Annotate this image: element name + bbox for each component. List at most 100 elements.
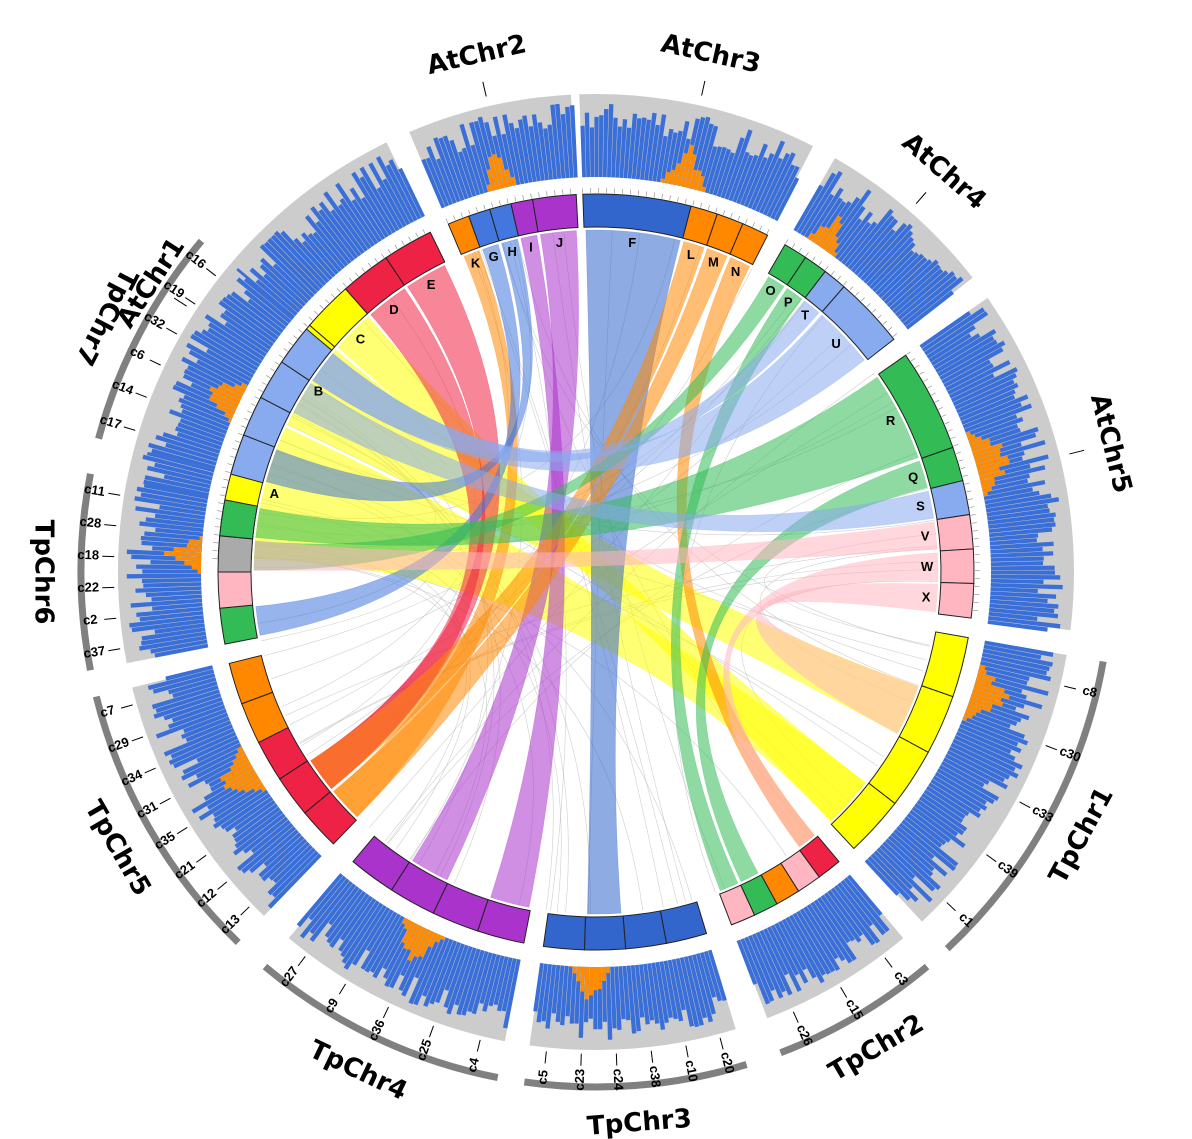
histogram-bar — [989, 599, 1059, 609]
tick-mark — [970, 514, 976, 516]
contig-label: c29 — [106, 734, 132, 756]
histogram-bar — [965, 708, 1011, 729]
histogram-bar — [990, 595, 1048, 604]
histogram-bar — [326, 890, 367, 944]
histogram-bar — [324, 888, 363, 938]
histogram-bar — [946, 750, 1005, 783]
histogram-bar — [183, 712, 229, 734]
histogram-bar — [623, 127, 632, 179]
histogram-bar — [536, 963, 548, 1023]
histogram-bar — [293, 237, 333, 281]
histogram-peak — [240, 382, 248, 389]
histogram-bar — [328, 886, 360, 926]
histogram-bar — [747, 152, 775, 209]
tick-mark — [745, 218, 748, 224]
histogram-peak — [980, 660, 982, 665]
contig-tick — [382, 1006, 389, 1019]
histogram-bar — [273, 844, 313, 884]
histogram-bar — [606, 966, 613, 1040]
histogram-bar — [302, 240, 336, 278]
contig-label: c7 — [98, 702, 116, 720]
synteny-ribbon — [312, 300, 820, 463]
histogram-peak — [491, 153, 505, 189]
histogram-bar — [639, 964, 650, 1025]
tp-chromosome-arc — [92, 695, 241, 945]
histogram-bar — [935, 335, 995, 373]
histogram-bar — [876, 847, 933, 903]
histogram-bar — [223, 309, 274, 347]
histogram-peak — [229, 757, 250, 771]
block-label: J — [556, 235, 563, 250]
histogram-bar — [797, 172, 837, 234]
histogram-peak — [818, 215, 842, 248]
histogram-bar — [555, 103, 566, 179]
histogram-bar — [142, 569, 202, 574]
histogram-bar — [207, 327, 263, 364]
histogram-bar — [234, 810, 284, 849]
contig-label: c4 — [464, 1055, 482, 1073]
tick-mark — [872, 308, 877, 313]
histogram-bar — [312, 231, 345, 270]
histogram-bar — [150, 639, 208, 654]
histogram-bar — [683, 956, 704, 1026]
histogram-peak — [969, 696, 993, 708]
histogram-bar — [664, 132, 678, 184]
tick-mark — [214, 526, 220, 528]
histogram-bar — [789, 914, 826, 976]
contig-tick — [135, 392, 147, 398]
histogram-peak — [233, 383, 246, 393]
histogram-bar — [170, 727, 235, 759]
histogram-bar — [145, 517, 204, 528]
histogram-bar — [186, 342, 252, 382]
histogram-peak — [968, 700, 992, 712]
histogram-bar — [989, 603, 1055, 614]
histogram-peak — [404, 919, 412, 930]
histogram-bar — [340, 900, 380, 958]
histogram-bar — [679, 957, 700, 1028]
histogram-bar — [813, 899, 857, 961]
histogram-bar — [267, 847, 316, 896]
histogram-bar — [126, 573, 202, 579]
histogram-bar — [712, 148, 732, 196]
histogram-bar — [909, 809, 951, 843]
tick-mark — [278, 354, 284, 359]
histogram-bar — [179, 418, 226, 439]
histogram-bar — [933, 329, 997, 370]
histogram-bar — [961, 394, 1029, 425]
histogram-bar — [459, 123, 485, 195]
synteny-ribbon — [723, 552, 939, 848]
histogram-peak — [966, 704, 982, 713]
histogram-bar — [644, 112, 657, 181]
histogram-peak — [811, 225, 825, 243]
histogram-bar — [875, 252, 919, 296]
histogram-bar — [268, 841, 310, 881]
histogram-bar — [330, 209, 365, 255]
chromosome-block — [542, 913, 586, 951]
histogram-bar — [537, 122, 549, 181]
histogram-bar — [707, 949, 727, 1002]
synteny-ribbon — [333, 248, 728, 818]
tick-mark — [766, 229, 770, 234]
histogram-bar — [178, 397, 232, 423]
histogram-bar — [309, 880, 353, 935]
histogram-bar — [230, 291, 284, 334]
block-label: G — [489, 249, 499, 264]
histogram-bar — [987, 512, 1056, 525]
histogram-bar — [869, 241, 916, 290]
histogram-bar — [259, 263, 306, 307]
histogram-bar — [141, 577, 202, 584]
histogram-bar — [185, 720, 232, 743]
contig-tick — [176, 826, 188, 835]
tp-chromosome-arcs — [77, 238, 1107, 1091]
histogram-peak — [223, 768, 256, 790]
block-label: R — [886, 413, 896, 428]
contig-tick — [1064, 685, 1077, 690]
histogram-bar — [470, 144, 489, 194]
histogram-bar — [146, 465, 212, 485]
tick-mark — [944, 421, 950, 425]
histogram-bar — [957, 389, 1016, 418]
chromosome-label: AtChr2 — [424, 29, 529, 81]
histogram-peak — [215, 403, 235, 416]
tick-mark — [274, 361, 280, 365]
histogram-bar — [236, 277, 292, 324]
